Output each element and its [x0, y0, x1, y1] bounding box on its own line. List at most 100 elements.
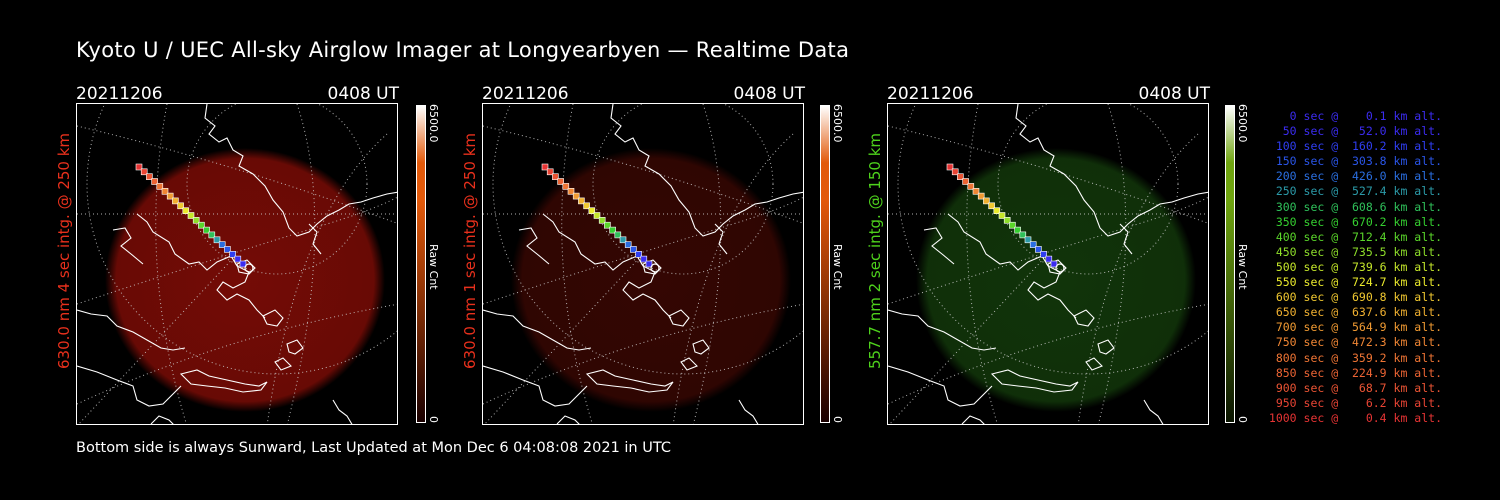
- trajectory-point: [588, 207, 596, 214]
- trajectory-point: [182, 207, 190, 214]
- trajectory-point: [161, 188, 169, 195]
- legend-item: 550 sec @ 724.7 km alt.: [1268, 275, 1442, 290]
- station-marker: [650, 263, 660, 273]
- trajectory-point: [962, 178, 969, 185]
- colorbar-min-label: 0: [427, 416, 440, 423]
- colorbar: [1225, 105, 1235, 423]
- legend-item: 300 sec @ 608.6 km alt.: [1268, 199, 1442, 214]
- legend-item: 350 sec @ 670.2 km alt.: [1268, 214, 1442, 229]
- panel-date: 20211206: [482, 84, 569, 104]
- panel-time: 0408 UT: [733, 84, 806, 104]
- geo-grid: [77, 104, 397, 424]
- panel-time: 0408 UT: [327, 84, 400, 104]
- airglow-disc: [511, 148, 791, 412]
- trajectory-point: [630, 246, 637, 253]
- trajectory-point: [604, 221, 611, 229]
- trajectory-point: [572, 192, 580, 200]
- trajectory-point: [998, 212, 1006, 219]
- trajectory-point: [239, 260, 247, 268]
- geo-grid: [483, 104, 803, 424]
- trajectory-point: [198, 221, 205, 229]
- page-title: Kyoto U / UEC All-sky Airglow Imager at …: [76, 38, 850, 62]
- allsky-image-canvas: [77, 104, 397, 424]
- trajectory-point: [624, 241, 632, 248]
- trajectory-point: [541, 163, 549, 171]
- panel-wavelength-label: 557.7 nm 2 sec intg. @ 150 km: [866, 132, 884, 369]
- trajectory-point: [993, 207, 1001, 214]
- trajectory-point: [156, 183, 164, 190]
- legend-item: 800 sec @ 359.2 km alt.: [1268, 350, 1442, 365]
- trajectory-point: [1014, 226, 1021, 234]
- trajectory-point: [557, 178, 564, 185]
- trajectory-point: [583, 202, 590, 210]
- colorbar-max-label: 6500.0: [1236, 104, 1249, 143]
- footer-note: Bottom side is always Sunward, Last Upda…: [76, 440, 671, 456]
- trajectory-point: [983, 197, 990, 205]
- airglow-disc: [105, 148, 385, 412]
- trajectory-point: [972, 188, 980, 195]
- legend-item: 750 sec @ 472.3 km alt.: [1268, 335, 1442, 350]
- trajectory: [135, 163, 254, 273]
- colorbar-unit-label: Raw Cnt: [427, 244, 440, 290]
- trajectory-point: [224, 246, 231, 253]
- trajectory-point: [218, 241, 226, 248]
- allsky-image-canvas: [483, 104, 803, 424]
- legend-item: 1000 sec @ 0.4 km alt.: [1268, 410, 1442, 425]
- trajectory-point: [593, 212, 601, 219]
- trajectory-point: [619, 236, 627, 244]
- geo-grid: [888, 104, 1208, 424]
- trajectory-point: [177, 202, 184, 210]
- panel-time: 0408 UT: [1138, 84, 1211, 104]
- trajectory-point: [135, 163, 143, 171]
- trajectory-point: [567, 188, 575, 195]
- trajectory-point: [234, 255, 242, 263]
- trajectory-point: [578, 197, 585, 205]
- trajectory-point: [151, 178, 158, 185]
- legend-item: 200 sec @ 426.0 km alt.: [1268, 169, 1442, 184]
- legend-item: 100 sec @ 160.2 km alt.: [1268, 139, 1442, 154]
- legend-item: 150 sec @ 303.8 km alt.: [1268, 154, 1442, 169]
- trajectory-point: [229, 251, 236, 258]
- colorbar-unit-label: Raw Cnt: [831, 244, 844, 290]
- trajectory-point: [1029, 241, 1037, 248]
- trajectory-point: [988, 202, 995, 210]
- allsky-image-canvas: [888, 104, 1208, 424]
- legend-item: 0 sec @ 0.1 km alt.: [1268, 109, 1442, 123]
- colorbar: [416, 105, 426, 423]
- legend-item: 600 sec @ 690.8 km alt.: [1268, 290, 1442, 305]
- trajectory-point: [140, 168, 148, 176]
- trajectory-point: [598, 217, 606, 224]
- trajectory-point: [609, 226, 616, 234]
- panel-wavelength-label: 630.0 nm 4 sec intg. @ 250 km: [55, 132, 73, 369]
- trajectory-point: [967, 183, 975, 190]
- legend-item: 400 sec @ 712.4 km alt.: [1268, 229, 1442, 244]
- trajectory-point: [1050, 260, 1058, 268]
- colorbar-min-label: 0: [831, 416, 844, 423]
- trajectory-point: [187, 212, 195, 219]
- legend-item: 700 sec @ 564.9 km alt.: [1268, 320, 1442, 335]
- panel-date: 20211206: [887, 84, 974, 104]
- trajectory-point: [640, 255, 648, 263]
- trajectory-point: [213, 236, 221, 244]
- trajectory-point: [946, 163, 954, 171]
- trajectory-point: [645, 260, 653, 268]
- legend-item: 850 sec @ 224.9 km alt.: [1268, 365, 1442, 380]
- colorbar-min-label: 0: [1236, 416, 1249, 423]
- trajectory-point: [546, 168, 554, 176]
- trajectory-point: [1009, 221, 1016, 229]
- trajectory-point: [1019, 231, 1027, 239]
- coastline: [77, 104, 397, 424]
- allsky-image: [76, 103, 398, 425]
- station-marker: [1055, 263, 1065, 273]
- legend-item: 950 sec @ 6.2 km alt.: [1268, 395, 1442, 410]
- trajectory-point: [951, 168, 959, 176]
- airglow-disc: [916, 148, 1196, 412]
- legend-item: 250 sec @ 527.4 km alt.: [1268, 184, 1442, 199]
- trajectory-point: [1003, 217, 1011, 224]
- trajectory-point: [562, 183, 570, 190]
- trajectory-point: [977, 192, 985, 200]
- trajectory: [541, 163, 660, 273]
- trajectory-point: [166, 192, 174, 200]
- trajectory-point: [208, 231, 216, 239]
- panel-date: 20211206: [76, 84, 163, 104]
